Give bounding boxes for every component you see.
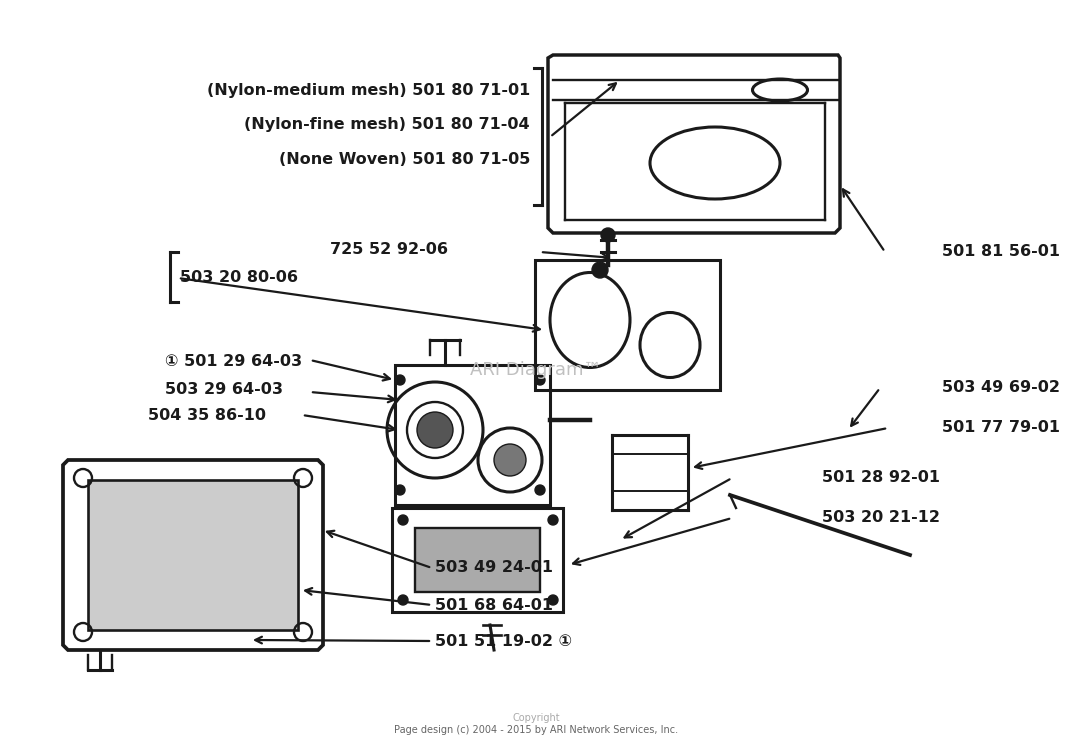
Text: 501 81 56-01: 501 81 56-01 [942,244,1060,259]
Circle shape [398,515,408,525]
Circle shape [535,375,545,385]
Circle shape [494,444,526,476]
Text: ① 501 29 64-03: ① 501 29 64-03 [165,354,302,369]
Circle shape [601,228,615,242]
Text: 504 35 86-10: 504 35 86-10 [148,408,266,423]
Polygon shape [88,480,298,630]
Text: 501 51 19-02 ①: 501 51 19-02 ① [435,633,572,648]
Text: 503 49 69-02: 503 49 69-02 [942,381,1060,396]
Circle shape [535,485,545,495]
Text: 501 68 64-01: 501 68 64-01 [435,598,553,612]
Text: 725 52 92-06: 725 52 92-06 [330,242,448,257]
Text: ARI Diagram™: ARI Diagram™ [471,361,601,379]
Text: 503 20 80-06: 503 20 80-06 [180,271,298,286]
Circle shape [394,375,405,385]
Text: Copyright: Copyright [512,713,560,723]
Polygon shape [415,528,540,592]
Text: 501 28 92-01: 501 28 92-01 [822,471,940,486]
Circle shape [394,485,405,495]
Text: (None Woven) 501 80 71-05: (None Woven) 501 80 71-05 [279,153,530,168]
Circle shape [417,412,453,448]
Circle shape [548,595,559,605]
Text: (Nylon-medium mesh) 501 80 71-01: (Nylon-medium mesh) 501 80 71-01 [207,83,530,98]
Text: 503 29 64-03: 503 29 64-03 [165,383,283,398]
Circle shape [548,515,559,525]
Text: Page design (c) 2004 - 2015 by ARI Network Services, Inc.: Page design (c) 2004 - 2015 by ARI Netwo… [393,725,679,735]
Circle shape [398,595,408,605]
Text: 501 77 79-01: 501 77 79-01 [942,420,1060,435]
Text: 503 20 21-12: 503 20 21-12 [822,511,940,526]
Text: 503 49 24-01: 503 49 24-01 [435,560,553,575]
Circle shape [592,262,608,278]
Text: (Nylon-fine mesh) 501 80 71-04: (Nylon-fine mesh) 501 80 71-04 [244,117,530,132]
